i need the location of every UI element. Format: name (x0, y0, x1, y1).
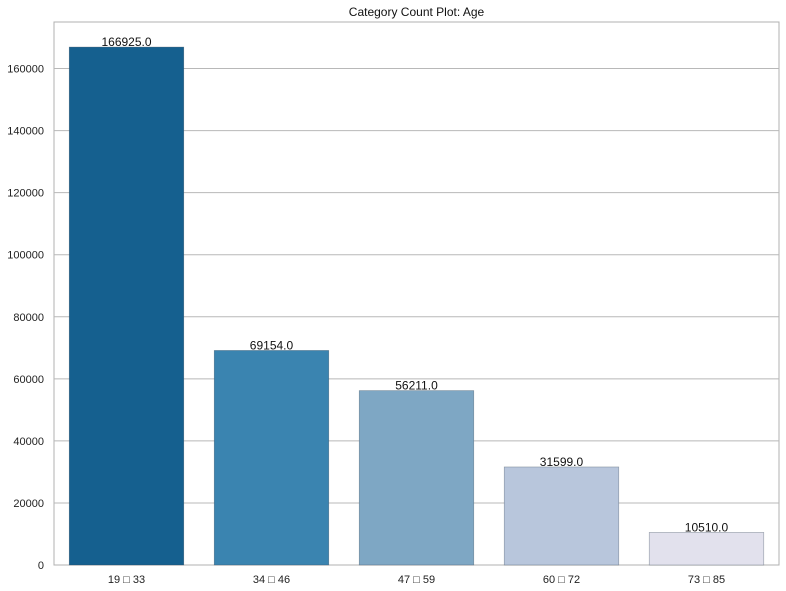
y-tick-label: 0 (38, 560, 44, 572)
x-tick-label: 19 □ 33 (108, 574, 145, 586)
bar (213, 350, 330, 566)
bars (68, 46, 765, 566)
x-tick-label: 73 □ 85 (688, 574, 725, 586)
bar (648, 532, 765, 566)
y-axis-ticks: 0 20000 40000 60000 80000 100000 120000 140000 1… (7, 64, 44, 572)
y-tick-label: 20000 (13, 498, 44, 510)
bar-value-label: 31599.0 (540, 455, 584, 469)
y-tick-label: 120000 (7, 188, 44, 200)
y-tick-label: 40000 (13, 436, 44, 448)
bar-value-label: 166925.0 (101, 35, 151, 49)
x-tick-label: 47 □ 59 (398, 574, 435, 586)
bar (503, 466, 620, 566)
y-tick-label: 160000 (7, 64, 44, 76)
data-labels: 166925.0 69154.0 56211.0 31599.0 10510.0 (101, 35, 728, 534)
x-tick-label: 34 □ 46 (253, 574, 290, 586)
x-tick-label: 60 □ 72 (543, 574, 580, 586)
y-tick-label: 100000 (7, 250, 44, 262)
x-axis-ticks: 19 □ 33 34 □ 46 47 □ 59 60 □ 72 73 □ 85 (108, 574, 725, 586)
bar (68, 46, 185, 566)
bar-value-label: 69154.0 (250, 338, 294, 352)
chart-title: Category Count Plot: Age (349, 5, 485, 19)
y-tick-label: 60000 (13, 374, 44, 386)
bar-value-label: 10510.0 (685, 520, 729, 534)
y-tick-label: 140000 (7, 126, 44, 138)
bar (358, 390, 475, 566)
bar-value-label: 56211.0 (395, 379, 438, 393)
y-tick-label: 80000 (13, 312, 44, 324)
